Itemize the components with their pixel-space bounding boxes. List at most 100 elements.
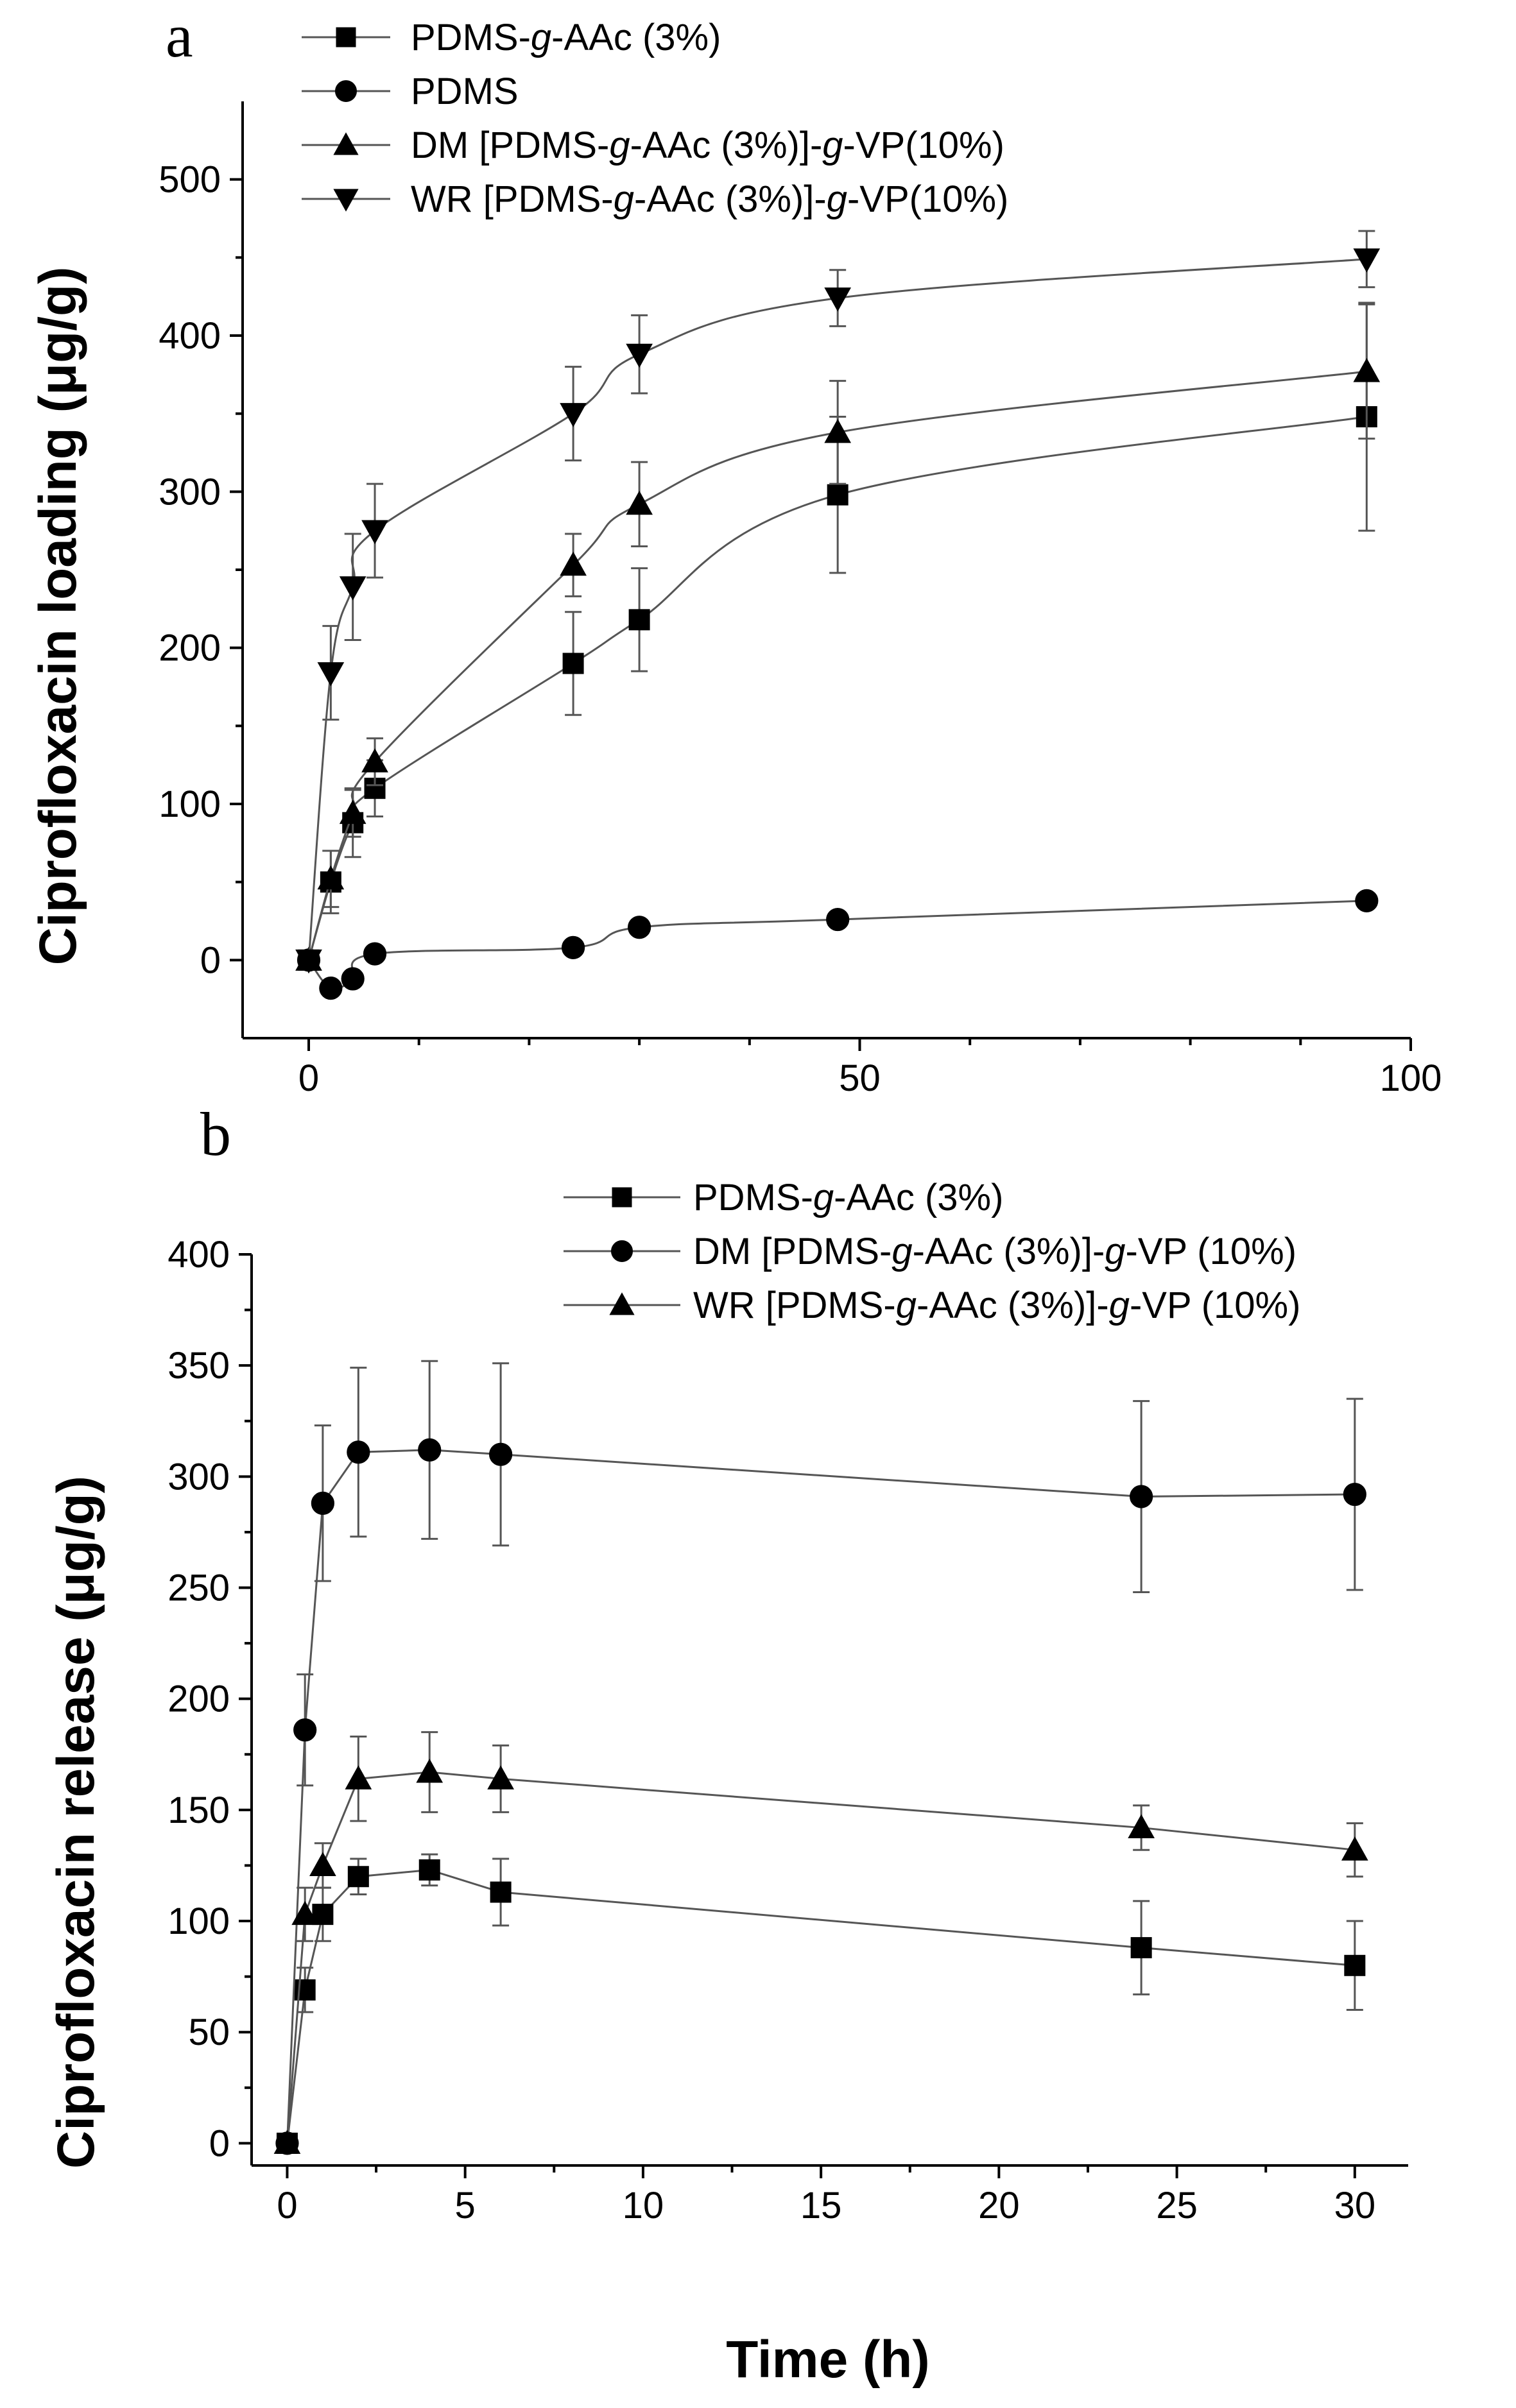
y-tick-label: 0 bbox=[209, 2122, 230, 2164]
x-tick-label: 5 bbox=[455, 2185, 476, 2226]
legend-marker bbox=[609, 1292, 635, 1315]
series-line bbox=[286, 1868, 1355, 2144]
x-tick-label: 15 bbox=[800, 2185, 842, 2226]
y-tick-label: 0 bbox=[200, 939, 221, 981]
data-point bbox=[317, 662, 345, 687]
data-point bbox=[628, 916, 651, 939]
panel-b-x-axis-title: Time (h) bbox=[726, 2330, 929, 2389]
data-point bbox=[1343, 1482, 1366, 1507]
series-3 bbox=[273, 1731, 1368, 2154]
data-point bbox=[339, 799, 366, 824]
data-point bbox=[1344, 1954, 1366, 1976]
data-point bbox=[295, 949, 322, 974]
series-line bbox=[307, 370, 1367, 961]
data-point bbox=[347, 1866, 369, 1888]
legend-label: PDMS-g-AAc (3%) bbox=[411, 17, 721, 58]
panel-a-data bbox=[295, 230, 1381, 1000]
panel-a-chart: a 0 50 100 0 100 200 300 400 500 PDMS-g-AAc (3%)… bbox=[29, 1, 1442, 1099]
series-line bbox=[286, 1771, 1355, 2144]
legend-label: WR [PDMS-g-AAc (3%)]-g-VP(10%) bbox=[411, 178, 1008, 220]
data-point bbox=[293, 1718, 317, 1742]
x-tick-label: 30 bbox=[1334, 2185, 1376, 2226]
series-line bbox=[286, 1449, 1355, 2144]
data-point bbox=[347, 1440, 370, 1464]
y-tick-label: 300 bbox=[168, 1456, 230, 1498]
legend-item: WR [PDMS-g-AAc (3%)]-g-VP(10%) bbox=[302, 178, 1008, 220]
legend-item: WR [PDMS-g-AAc (3%)]-g-VP (10%) bbox=[564, 1285, 1300, 1326]
data-point bbox=[1130, 1937, 1152, 1959]
y-tick-label: 200 bbox=[159, 628, 221, 669]
x-tick-label: 25 bbox=[1156, 2185, 1198, 2226]
panel-a-axes bbox=[241, 101, 1411, 1039]
y-tick-label: 150 bbox=[168, 1789, 230, 1831]
y-tick-label: 100 bbox=[159, 783, 221, 825]
data-point bbox=[487, 1765, 514, 1789]
data-point bbox=[418, 1438, 442, 1462]
data-point bbox=[311, 1491, 334, 1516]
legend-item: PDMS-g-AAc (3%) bbox=[564, 1177, 1003, 1218]
y-tick-label: 400 bbox=[159, 315, 221, 357]
panel-b-axes bbox=[250, 1254, 1408, 2167]
data-point bbox=[562, 653, 584, 674]
x-tick-label: 10 bbox=[623, 2185, 664, 2226]
data-point bbox=[309, 1852, 336, 1876]
data-point bbox=[345, 1765, 372, 1789]
panel-b-y-axis-title: Ciprofloxacin release (μg/g) bbox=[47, 1476, 105, 2169]
data-point bbox=[628, 609, 650, 631]
data-point bbox=[1353, 248, 1381, 273]
x-tick-label: 20 bbox=[978, 2185, 1020, 2226]
legend-label: DM [PDMS-g-AAc (3%)]-g-VP (10%) bbox=[693, 1231, 1296, 1272]
legend-item: DM [PDMS-g-AAc (3%)]-g-VP (10%) bbox=[564, 1231, 1296, 1272]
y-tick-label: 250 bbox=[168, 1567, 230, 1609]
series-2 bbox=[297, 889, 1379, 1000]
x-tick-label: 0 bbox=[298, 1057, 319, 1099]
data-point bbox=[319, 977, 343, 1000]
data-point bbox=[626, 343, 653, 368]
y-tick-label: 350 bbox=[168, 1345, 230, 1387]
data-point bbox=[361, 520, 388, 545]
data-point bbox=[490, 1881, 512, 1903]
data-point bbox=[361, 748, 388, 773]
legend-marker bbox=[333, 132, 359, 155]
y-tick-label: 400 bbox=[168, 1234, 230, 1276]
panel-b-label: b bbox=[200, 1100, 231, 1168]
y-tick-label: 100 bbox=[168, 1900, 230, 1942]
panel-a-legend: PDMS-g-AAc (3%) PDMS DM [PDMS-g-AAc (3%)]-… bbox=[302, 17, 1008, 220]
data-point bbox=[317, 865, 345, 890]
panel-a-label: a bbox=[166, 1, 193, 70]
x-tick-label: 100 bbox=[1380, 1057, 1442, 1099]
data-point bbox=[824, 418, 852, 443]
data-point bbox=[561, 935, 585, 959]
legend-label: DM [PDMS-g-AAc (3%)]-g-VP(10%) bbox=[411, 124, 1004, 166]
series-2 bbox=[275, 1360, 1366, 2155]
legend-item: PDMS bbox=[302, 71, 519, 112]
legend-label: PDMS-g-AAc (3%) bbox=[693, 1177, 1003, 1218]
legend-item: DM [PDMS-g-AAc (3%)]-g-VP(10%) bbox=[302, 124, 1004, 166]
legend-marker bbox=[611, 1240, 633, 1262]
y-tick-label: 200 bbox=[168, 1678, 230, 1720]
data-point bbox=[416, 1758, 444, 1783]
data-point bbox=[363, 942, 387, 966]
panel-a-y-axis-title: Ciprofloxacin loading (μg/g) bbox=[29, 267, 87, 966]
data-point bbox=[1353, 357, 1381, 382]
data-point bbox=[824, 287, 852, 312]
legend-marker bbox=[336, 27, 356, 47]
data-point bbox=[826, 907, 850, 932]
legend-marker bbox=[612, 1187, 632, 1208]
data-point bbox=[560, 403, 587, 427]
x-tick-label: 50 bbox=[839, 1057, 881, 1099]
x-tick-label: 0 bbox=[277, 2185, 297, 2226]
legend-label: WR [PDMS-g-AAc (3%)]-g-VP (10%) bbox=[693, 1285, 1300, 1326]
data-point bbox=[341, 967, 365, 991]
data-point bbox=[273, 2130, 301, 2154]
data-point bbox=[1341, 1836, 1368, 1861]
legend-marker bbox=[333, 189, 359, 212]
y-tick-label: 500 bbox=[159, 159, 221, 201]
data-point bbox=[626, 490, 653, 515]
data-point bbox=[560, 551, 587, 576]
data-point bbox=[291, 1900, 319, 1926]
data-point bbox=[418, 1859, 440, 1881]
data-point bbox=[489, 1442, 513, 1466]
